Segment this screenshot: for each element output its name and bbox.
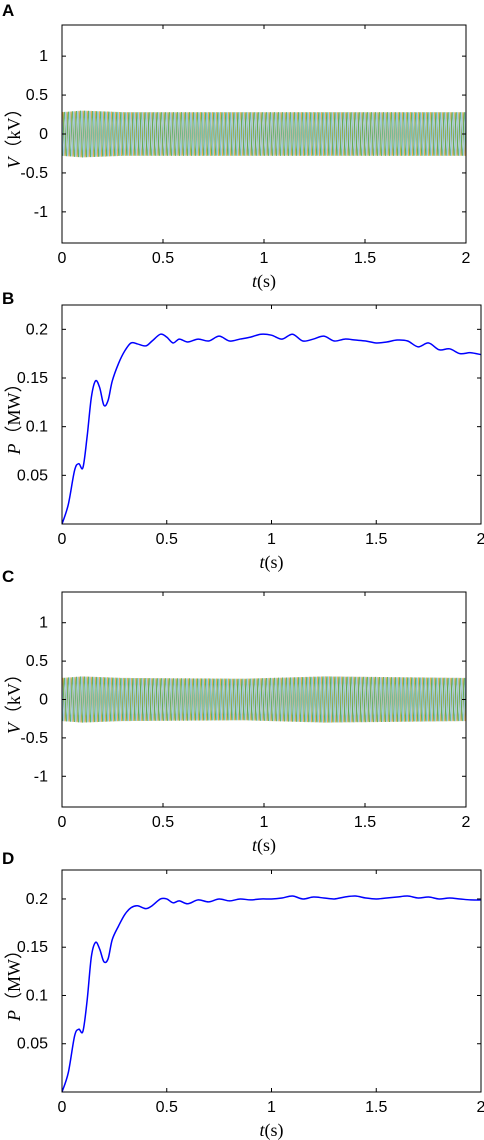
power-line <box>62 895 481 1092</box>
y-tick-label: -1 <box>34 768 48 785</box>
y-tick-label: 0.1 <box>26 419 48 436</box>
y-axis-variable: V <box>4 156 24 169</box>
x-tick-label: 1.5 <box>354 250 376 267</box>
x-tick-label: 1 <box>267 1099 276 1116</box>
x-tick-label: 2 <box>477 1099 484 1116</box>
y-axis-label: P（MW） <box>4 941 24 1022</box>
power-line <box>62 333 481 524</box>
x-tick-label: 1.5 <box>365 1099 387 1116</box>
y-axis-label: V（kV） <box>4 100 24 169</box>
x-axis-variable: t <box>259 1120 265 1140</box>
y-tick-label: 0.2 <box>26 891 48 908</box>
x-axis-label: t(s) <box>252 835 276 856</box>
x-axis-unit: (s) <box>265 552 284 573</box>
y-tick-label: 0 <box>39 692 48 709</box>
y-axis-variable: P <box>4 1010 24 1022</box>
panel-a: A 0 0.5 1 1.5 2 1 0.5 0 -0.5 -1 t(s) V（kV） <box>2 1 471 292</box>
x-axis-variable: t <box>252 835 258 855</box>
x-tick-label: 1 <box>260 814 269 831</box>
y-axis-label: P（MW） <box>4 375 24 456</box>
x-tick-label: 0 <box>58 1099 67 1116</box>
x-axis-label: t(s) <box>252 271 276 292</box>
x-tick-label: 0.5 <box>156 1099 178 1116</box>
x-tick-label: 0.5 <box>156 531 178 548</box>
y-axis-variable: P <box>4 444 24 456</box>
y-tick-label: 0.15 <box>17 370 48 387</box>
x-tick-label: 1.5 <box>365 531 387 548</box>
panel-letter: D <box>2 849 14 868</box>
y-tick-label: 0.5 <box>26 653 48 670</box>
y-tick-label: -0.5 <box>20 165 48 182</box>
voltage-phase-3 <box>62 110 466 158</box>
x-axis-variable: t <box>252 271 258 291</box>
axes-box <box>61 304 482 525</box>
voltage-phase-3 <box>62 676 466 723</box>
y-tick-label: 0.05 <box>17 467 48 484</box>
y-tick-label: 0 <box>39 126 48 143</box>
y-axis-label: V（kV） <box>4 665 24 734</box>
panel-letter: A <box>2 1 14 20</box>
plot-area <box>62 333 481 524</box>
y-axis-variable: V <box>4 721 24 734</box>
x-tick-label: 0.5 <box>152 250 174 267</box>
voltage-phase-2 <box>62 676 466 723</box>
x-tick-label: 0 <box>58 814 67 831</box>
x-tick-label: 2 <box>462 250 471 267</box>
voltage-phase-2 <box>62 110 466 158</box>
x-tick-label: 0.5 <box>152 814 174 831</box>
x-tick-label: 0 <box>58 531 67 548</box>
x-axis-unit: (s) <box>257 835 276 856</box>
x-tick-label: 1 <box>260 250 269 267</box>
x-tick-label: 2 <box>477 531 484 548</box>
plot-area <box>62 110 466 158</box>
x-tick-label: 0 <box>58 250 67 267</box>
panel-b: B 0 0.5 1 1.5 2 0.2 0.15 0.1 0.05 t(s) P（MW） <box>2 289 484 573</box>
panel-d: D 0 0.5 1 1.5 2 0.2 0.15 0.1 0.05 t(s) P（MW） <box>2 849 484 1140</box>
y-tick-label: 0.05 <box>17 1036 48 1053</box>
plot-area <box>62 676 466 723</box>
y-tick-label: 1 <box>39 615 48 632</box>
panel-letter: C <box>2 567 14 586</box>
plot-area <box>62 895 481 1092</box>
x-axis-label: t(s) <box>259 552 283 573</box>
y-tick-label: -1 <box>34 204 48 221</box>
y-tick-label: 1 <box>39 48 48 65</box>
y-tick-label: -0.5 <box>20 730 48 747</box>
x-axis-label: t(s) <box>259 1120 283 1140</box>
x-axis-variable: t <box>259 552 265 572</box>
voltage-phase-1 <box>62 676 466 723</box>
y-tick-label: 0.15 <box>17 939 48 956</box>
voltage-phase-1 <box>62 110 466 158</box>
x-tick-label: 1.5 <box>354 814 376 831</box>
y-axis-unit: （MW） <box>4 375 24 444</box>
x-axis-unit: (s) <box>265 1120 284 1140</box>
y-tick-label: 0.5 <box>26 87 48 104</box>
y-axis-unit: （MW） <box>4 941 24 1010</box>
x-axis-unit: (s) <box>257 271 276 292</box>
axes-box <box>61 869 482 1093</box>
y-tick-label: 0.1 <box>26 987 48 1004</box>
x-tick-label: 1 <box>267 531 276 548</box>
y-axis-unit: （kV） <box>4 100 24 158</box>
y-tick-label: 0.2 <box>26 321 48 338</box>
panel-c: C 0 0.5 1 1.5 2 1 0.5 0 -0.5 -1 t(s) V（kV） <box>2 567 471 856</box>
panel-letter: B <box>2 289 14 308</box>
y-axis-unit: （kV） <box>4 665 24 723</box>
x-tick-label: 2 <box>462 814 471 831</box>
